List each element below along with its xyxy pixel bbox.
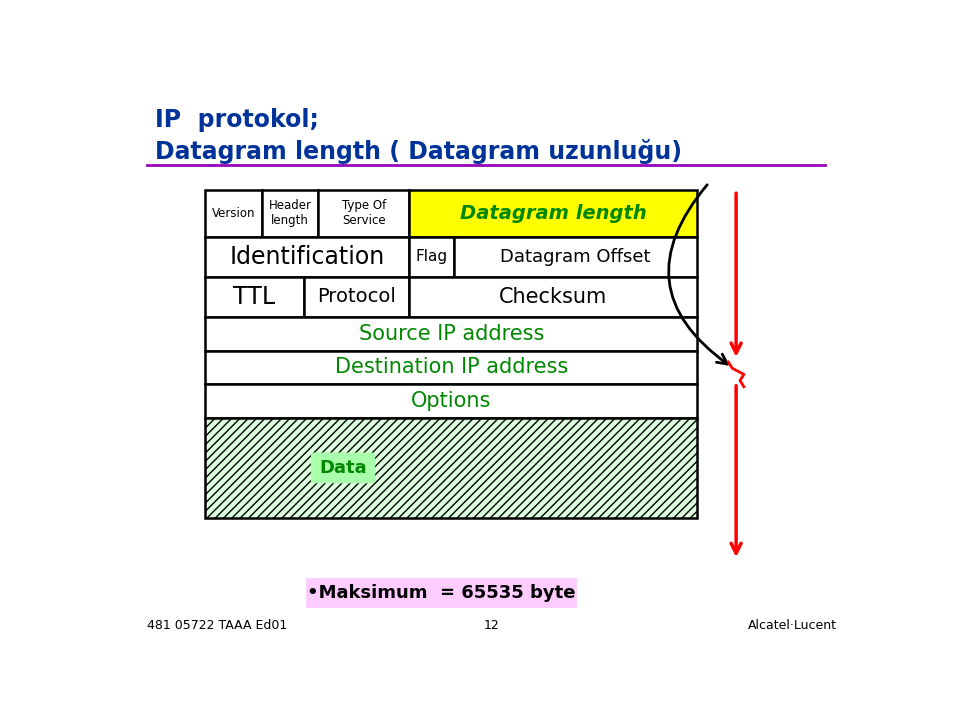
Bar [262, 190, 319, 237]
Text: Datagram Offset: Datagram Offset [500, 248, 651, 266]
FancyBboxPatch shape [311, 453, 375, 483]
Text: Datagram length ( Datagram uzunluğu): Datagram length ( Datagram uzunluğu) [155, 139, 682, 163]
Text: TTL: TTL [233, 284, 276, 309]
Text: Protocol: Protocol [317, 287, 396, 306]
Text: Destination IP address: Destination IP address [335, 357, 568, 377]
Text: IP  protokol;: IP protokol; [155, 108, 319, 132]
Bar [306, 578, 577, 608]
Text: Alcatel·Lucent: Alcatel·Lucent [748, 618, 837, 631]
Text: Identification: Identification [229, 245, 385, 269]
Bar [205, 190, 262, 237]
Text: Options: Options [411, 392, 492, 411]
Bar [205, 351, 697, 384]
Text: Type Of
Service: Type Of Service [342, 199, 386, 228]
Text: Source IP address: Source IP address [359, 323, 544, 343]
Bar [205, 384, 697, 418]
Text: Flag: Flag [416, 249, 447, 264]
Bar [410, 190, 697, 237]
Text: Header
length: Header length [269, 199, 312, 228]
Text: •Maksimum  = 65535 byte: •Maksimum = 65535 byte [307, 584, 576, 602]
Bar [410, 237, 454, 276]
Bar [205, 317, 697, 351]
Bar [205, 237, 410, 276]
Text: 12: 12 [484, 618, 500, 631]
Bar [205, 276, 303, 317]
Bar [319, 190, 410, 237]
Bar [410, 276, 697, 317]
Text: 481 05722 TAAA Ed01: 481 05722 TAAA Ed01 [147, 618, 287, 631]
Bar [303, 276, 410, 317]
Text: Datagram length: Datagram length [460, 204, 647, 223]
Bar [454, 237, 697, 276]
Text: Data: Data [320, 459, 367, 477]
Text: Version: Version [212, 207, 255, 220]
Bar [205, 418, 697, 518]
Text: Checksum: Checksum [499, 287, 608, 307]
